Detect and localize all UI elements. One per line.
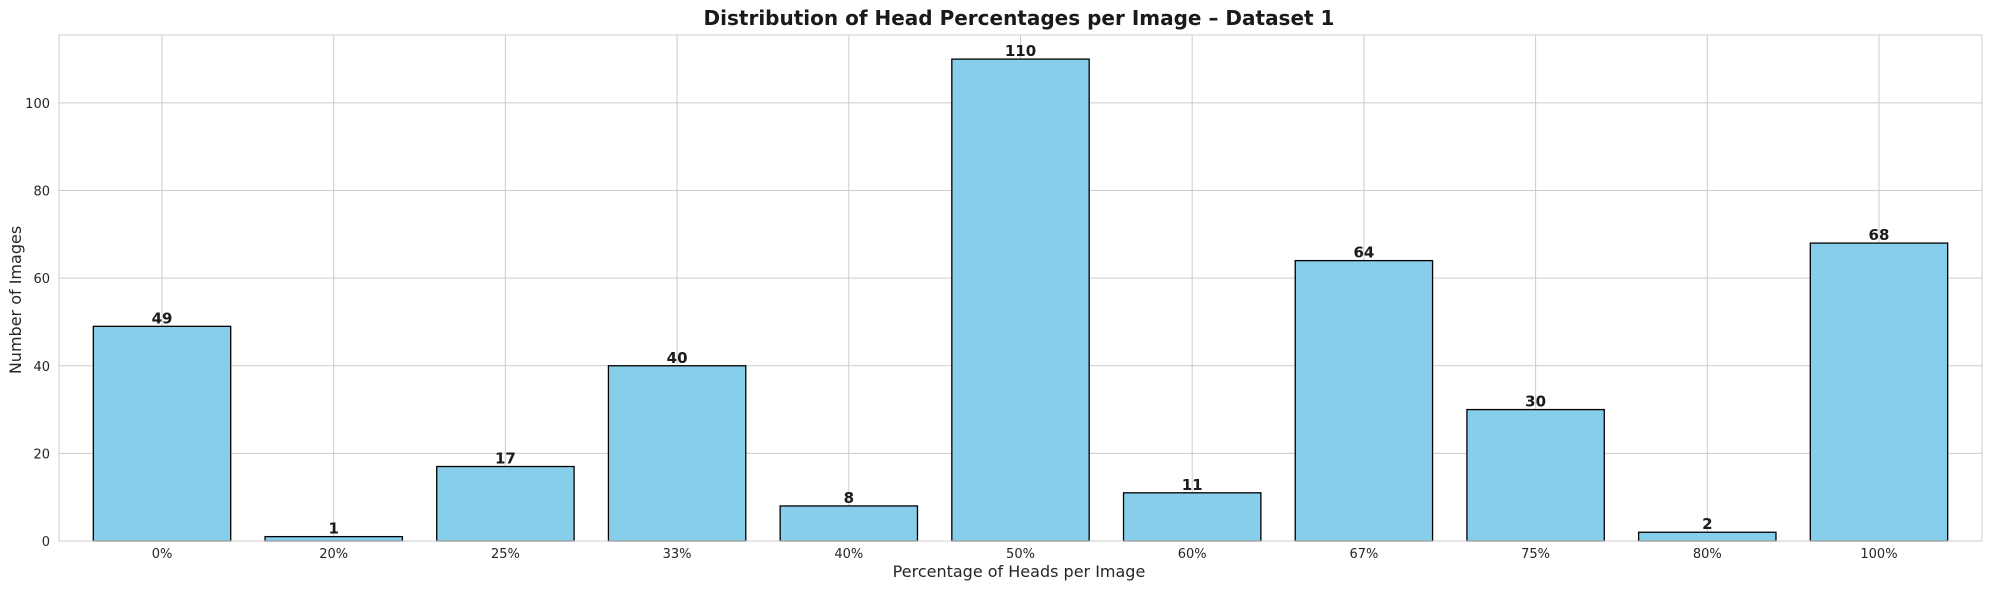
y-tick-label: 20: [33, 447, 50, 462]
bar-100%: [1809, 242, 1949, 542]
bars: [92, 58, 1949, 542]
data-label: 17: [495, 450, 516, 468]
data-label: 11: [1182, 476, 1203, 494]
x-tick-label: 33%: [663, 547, 692, 562]
chart-title: Distribution of Head Percentages per Ima…: [704, 6, 1335, 30]
x-tick-label: 100%: [1860, 547, 1897, 562]
data-label: 1: [328, 520, 338, 538]
y-tick-label: 40: [33, 360, 50, 375]
bar-40%: [779, 505, 919, 542]
x-tick-label: 75%: [1521, 547, 1550, 562]
bar-67%: [1294, 259, 1434, 542]
bar-75%: [1466, 408, 1605, 542]
bar-80%: [1637, 531, 1777, 542]
data-label: 40: [667, 349, 688, 367]
data-label: 8: [844, 489, 854, 507]
x-tick-label: 50%: [1006, 547, 1035, 562]
y-tick-label: 60: [33, 272, 50, 287]
x-tick-label: 0%: [152, 547, 173, 562]
bar-50%: [951, 58, 1090, 542]
data-labels: 49 1 17 40 8 110 11 64 30 2 68: [152, 42, 1890, 538]
x-tick-label: 67%: [1349, 547, 1378, 562]
bar-60%: [1122, 492, 1262, 542]
data-label: 68: [1869, 226, 1890, 244]
data-label: 64: [1353, 244, 1374, 262]
plot-frame: [58, 34, 1983, 542]
x-axis-label: Percentage of Heads per Image: [893, 562, 1146, 581]
x-tick-label: 20%: [319, 547, 348, 562]
data-label: 2: [1702, 515, 1712, 533]
data-label: 30: [1525, 393, 1546, 411]
y-tick-label: 100: [25, 97, 50, 112]
data-label: 110: [1005, 42, 1036, 60]
data-label: 49: [152, 309, 173, 327]
y-tick-label: 0: [42, 535, 50, 550]
x-tick-label: 80%: [1693, 547, 1722, 562]
y-axis-label: Number of Images: [6, 226, 25, 374]
x-tick-label: 60%: [1178, 547, 1207, 562]
tick-labels: 0 20 40 60 80 100 0% 20% 25% 33% 40% 50% 60% 67% 75% 80…: [25, 97, 1897, 562]
x-tick-label: 25%: [491, 547, 520, 562]
y-tick-label: 80: [33, 185, 50, 200]
bar-33%: [607, 365, 747, 542]
x-tick-label: 40%: [834, 547, 863, 562]
bar-25%: [436, 465, 575, 542]
bar-0%: [92, 325, 232, 542]
